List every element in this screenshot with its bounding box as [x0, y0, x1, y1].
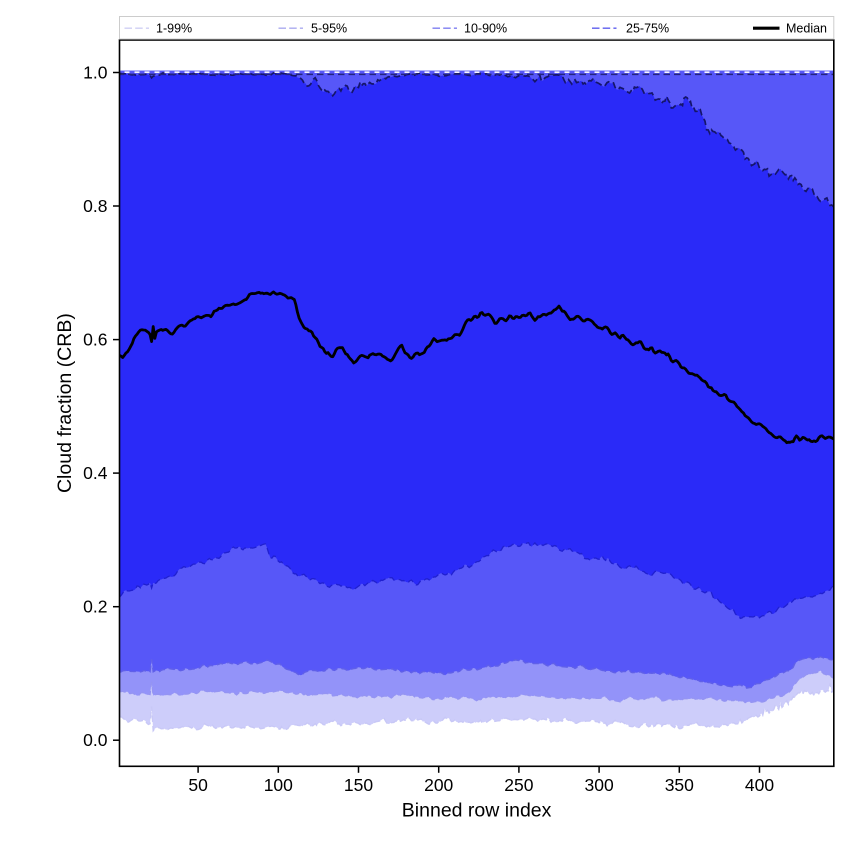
svg-text:200: 200 — [424, 775, 453, 795]
svg-text:10-90%: 10-90% — [464, 22, 507, 36]
svg-text:0.6: 0.6 — [83, 330, 107, 350]
svg-text:150: 150 — [344, 775, 373, 795]
svg-text:Cloud fraction (CRB): Cloud fraction (CRB) — [54, 313, 76, 493]
svg-text:0.2: 0.2 — [83, 597, 107, 617]
svg-text:400: 400 — [745, 775, 774, 795]
svg-text:100: 100 — [264, 775, 293, 795]
svg-text:Median: Median — [786, 22, 827, 36]
svg-text:50: 50 — [188, 775, 208, 795]
svg-text:0.4: 0.4 — [83, 463, 108, 483]
svg-text:350: 350 — [665, 775, 694, 795]
svg-text:1-99%: 1-99% — [156, 22, 192, 36]
svg-text:5-95%: 5-95% — [311, 22, 347, 36]
svg-text:25-75%: 25-75% — [626, 22, 669, 36]
svg-text:Binned row index: Binned row index — [402, 800, 552, 822]
svg-text:0.0: 0.0 — [83, 730, 108, 750]
svg-text:250: 250 — [504, 775, 533, 795]
svg-text:300: 300 — [584, 775, 613, 795]
svg-text:1.0: 1.0 — [83, 63, 108, 83]
svg-text:0.8: 0.8 — [83, 196, 107, 216]
